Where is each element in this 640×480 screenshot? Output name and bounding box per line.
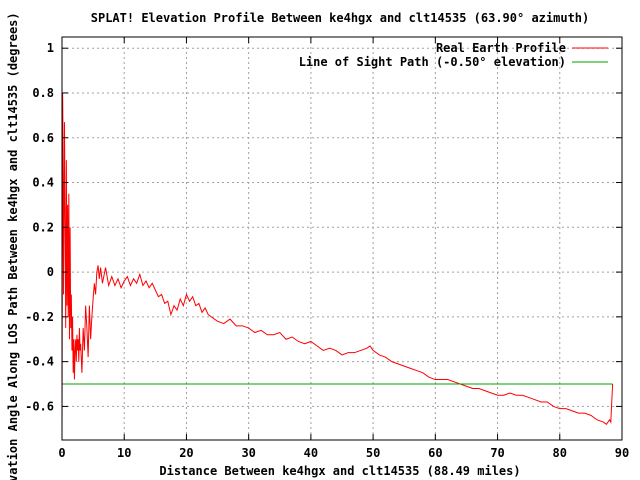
legend: Real Earth Profile Line of Sight Path (-… (299, 41, 608, 69)
x-tick-label: 20 (179, 446, 193, 460)
y-tick-label: -0.2 (25, 310, 54, 324)
x-tick-label: 50 (366, 446, 380, 460)
legend-label-real-earth-profile: Real Earth Profile (436, 41, 566, 55)
x-tick-label: 0 (58, 446, 65, 460)
tick-layer: 0 10 20 30 40 50 60 70 80 90 -0.6 -0.4 -0.2 0 0.2 0.4 0.… (25, 37, 629, 460)
grid (62, 37, 622, 440)
y-tick-label: 1 (47, 41, 54, 55)
x-tick-label: 30 (241, 446, 255, 460)
y-tick-label: -0.6 (25, 399, 54, 413)
x-tick-label: 70 (490, 446, 504, 460)
y-tick-label: 0 (47, 265, 54, 279)
y-tick-label: -0.4 (25, 355, 54, 369)
legend-label-line-of-sight-path: Line of Sight Path (-0.50° elevation) (299, 55, 566, 69)
x-tick-label: 90 (615, 446, 629, 460)
series-layer (61, 92, 614, 441)
x-tick-label: 60 (428, 446, 442, 460)
x-axis-label: Distance Between ke4hgx and clt14535 (88… (159, 464, 520, 478)
x-tick-label: 10 (117, 446, 131, 460)
y-tick-label: 0.6 (32, 131, 54, 145)
x-tick-label: 80 (553, 446, 567, 460)
y-axis-label: Elevation Angle Along LOS Path Between k… (6, 12, 20, 480)
y-tick-label: 0.8 (32, 86, 54, 100)
y-tick-label: 0.4 (32, 176, 54, 190)
plot-frame (61, 36, 623, 441)
chart-title: SPLAT! Elevation Profile Between ke4hgx … (91, 11, 590, 25)
y-tick-label: 0.2 (32, 220, 54, 234)
series-real-earth-profile (61, 92, 614, 441)
x-tick-label: 40 (304, 446, 318, 460)
